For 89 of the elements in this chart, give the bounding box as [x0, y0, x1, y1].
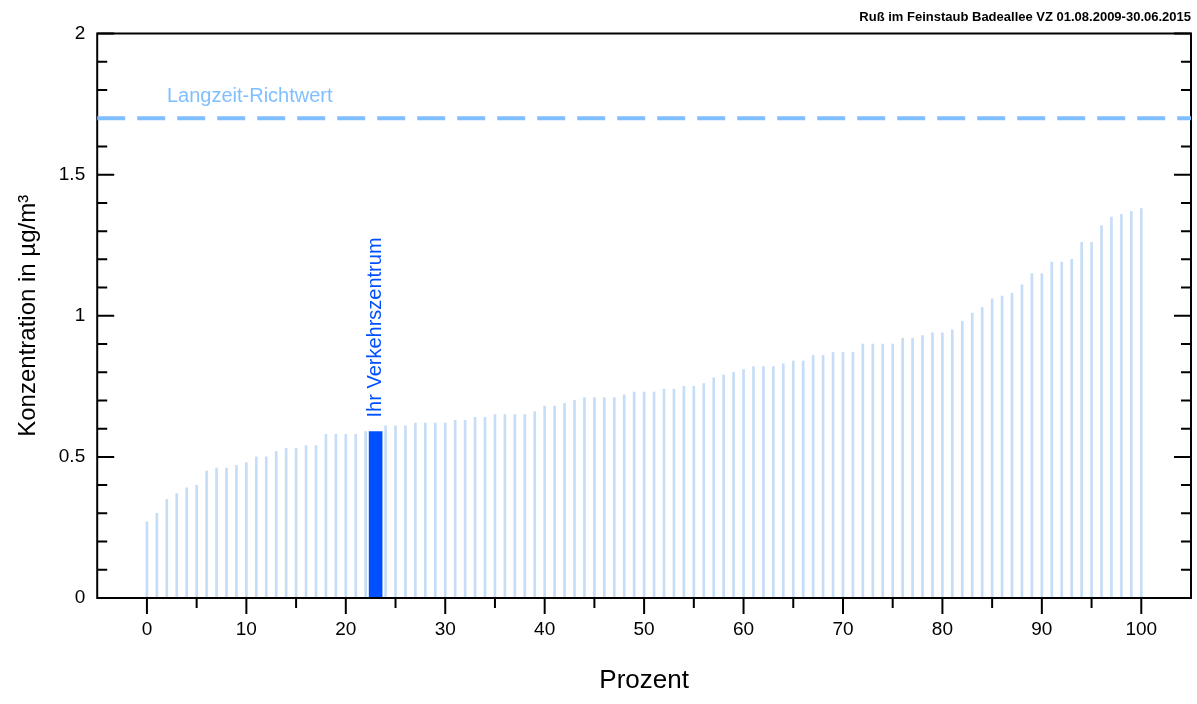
bar [1070, 259, 1074, 598]
bar [1100, 225, 1103, 598]
bar [583, 397, 586, 598]
bar [274, 450, 278, 598]
bar [791, 360, 795, 598]
bar [762, 366, 765, 598]
x-tick-label: 90 [1031, 617, 1053, 639]
x-tick-label: 80 [931, 617, 953, 639]
bar [702, 383, 706, 598]
bar [612, 397, 616, 598]
bar [424, 422, 427, 598]
bar [603, 397, 606, 598]
bar [1060, 261, 1064, 598]
bar [801, 360, 805, 598]
y-tick-label: 0.5 [58, 445, 86, 467]
bar [622, 394, 626, 598]
bar [772, 366, 775, 598]
bar [433, 422, 437, 598]
bar [573, 400, 576, 598]
bar [1120, 213, 1123, 598]
bar [960, 321, 964, 598]
bar [951, 329, 954, 598]
bar [533, 411, 537, 598]
x-tick-label: 30 [434, 617, 456, 639]
bar [593, 397, 596, 598]
bar [175, 493, 179, 598]
bar [752, 366, 755, 598]
bar [921, 335, 924, 598]
x-tick-label: 60 [732, 617, 755, 639]
bar [453, 419, 457, 598]
bar [245, 462, 248, 598]
x-tick-label: 20 [335, 617, 357, 639]
bar [901, 338, 904, 598]
y-tick-label: 2 [74, 21, 86, 43]
bar [891, 343, 895, 598]
x-tick-label: 100 [1125, 617, 1158, 639]
y-tick-label: 0 [74, 586, 86, 608]
bar [692, 386, 696, 598]
bar [165, 498, 169, 598]
bar [1080, 242, 1083, 598]
bar [543, 405, 546, 598]
y-axis-title: Konzentration in µg/m³ [13, 194, 41, 437]
annotation: Ihr Verkehrszentrum [363, 237, 386, 418]
bar [195, 484, 198, 598]
bar [881, 343, 885, 598]
bar [1110, 216, 1113, 598]
bar [742, 369, 745, 598]
bar [980, 307, 984, 598]
bar [364, 431, 368, 598]
bar [970, 312, 974, 598]
bar [553, 405, 556, 598]
bar [344, 433, 348, 598]
chart-title: Ruß im Feinstaub Badeallee VZ 01.08.2009-30.06.2015 [859, 9, 1191, 25]
bar [394, 425, 397, 598]
x-tick-label: 0 [141, 617, 153, 639]
bar [722, 374, 725, 598]
bar [185, 487, 189, 598]
bar [732, 371, 735, 598]
y-tick-label: 1.5 [58, 162, 86, 184]
bar [354, 433, 358, 598]
x-tick-label: 10 [235, 617, 257, 639]
bar [1090, 242, 1093, 598]
x-tick-label: 40 [534, 617, 556, 639]
bar [384, 425, 387, 598]
bar [215, 467, 218, 598]
bar [404, 425, 407, 598]
bar [941, 332, 944, 598]
bar [205, 470, 208, 598]
x-tick-label: 50 [633, 617, 655, 639]
bar [1130, 211, 1133, 598]
ref-line-label: Langzeit-Richtwert [166, 83, 333, 106]
bar [931, 332, 934, 598]
bar [1050, 261, 1054, 598]
bar [264, 456, 268, 598]
y-tick-label: 1 [74, 304, 86, 326]
bar [523, 414, 527, 598]
x-tick-label: 70 [832, 617, 854, 639]
bar [712, 377, 716, 598]
bar [563, 402, 566, 598]
bar [414, 422, 417, 598]
x-axis-title: Prozent [599, 663, 690, 694]
bar [1139, 208, 1143, 598]
bar [235, 465, 238, 598]
bar [871, 343, 875, 598]
bar [911, 338, 914, 598]
bar [443, 422, 447, 598]
bar [781, 363, 785, 598]
bar [225, 467, 228, 598]
bar [254, 456, 258, 598]
